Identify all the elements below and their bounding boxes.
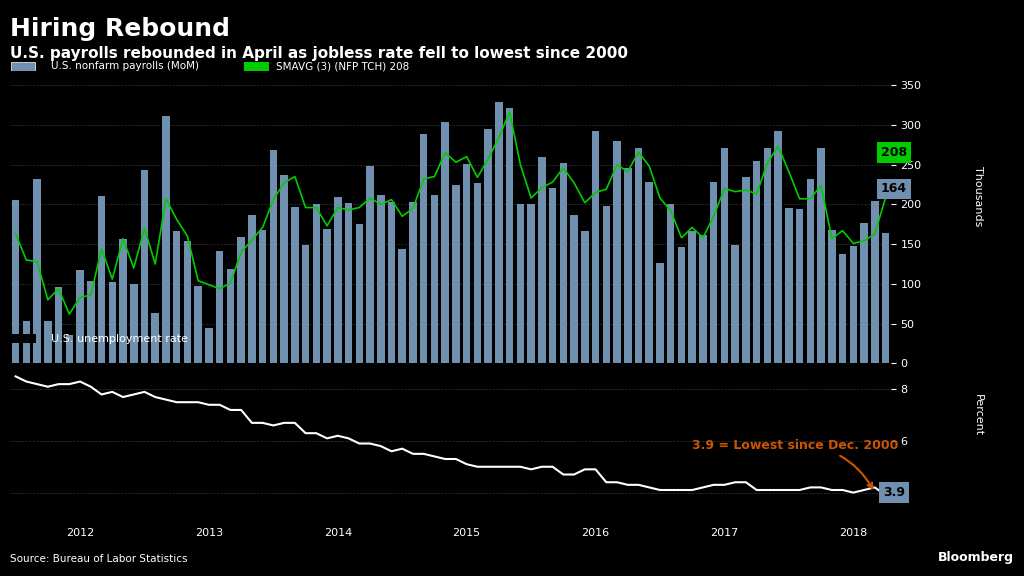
Text: Percent: Percent bbox=[973, 393, 983, 436]
Bar bbox=[109, 282, 116, 363]
Bar bbox=[635, 148, 642, 363]
Bar bbox=[613, 141, 621, 363]
Bar bbox=[549, 188, 556, 363]
Text: U.S. nonfarm payrolls (MoM): U.S. nonfarm payrolls (MoM) bbox=[51, 61, 200, 71]
FancyBboxPatch shape bbox=[5, 333, 41, 344]
Bar bbox=[764, 148, 771, 363]
Bar bbox=[281, 175, 288, 363]
Bar bbox=[162, 116, 170, 363]
Bar bbox=[538, 157, 546, 363]
Bar bbox=[87, 281, 94, 363]
Bar bbox=[238, 237, 245, 363]
Bar bbox=[183, 241, 191, 363]
Bar bbox=[398, 249, 406, 363]
Bar bbox=[410, 202, 417, 363]
Bar bbox=[12, 200, 19, 363]
Text: U.S. payrolls rebounded in April as jobless rate fell to lowest since 2000: U.S. payrolls rebounded in April as jobl… bbox=[10, 46, 629, 61]
Text: SMAVG (3) (NFP TCH) 208: SMAVG (3) (NFP TCH) 208 bbox=[276, 61, 410, 71]
Bar bbox=[388, 202, 395, 363]
Bar bbox=[860, 223, 867, 363]
Bar bbox=[807, 179, 814, 363]
Bar bbox=[34, 179, 41, 363]
Bar bbox=[463, 164, 470, 363]
Bar bbox=[839, 253, 846, 363]
Bar bbox=[710, 182, 718, 363]
Bar bbox=[248, 215, 256, 363]
Bar bbox=[431, 195, 438, 363]
Bar bbox=[559, 163, 567, 363]
Bar bbox=[130, 284, 137, 363]
Bar bbox=[77, 270, 84, 363]
Bar bbox=[140, 170, 148, 363]
Bar bbox=[216, 251, 223, 363]
Bar bbox=[334, 197, 342, 363]
Bar bbox=[570, 215, 578, 363]
Bar bbox=[377, 195, 385, 363]
Bar bbox=[828, 230, 836, 363]
Bar bbox=[602, 206, 610, 363]
Bar bbox=[721, 148, 728, 363]
Bar bbox=[871, 201, 879, 363]
Bar bbox=[119, 238, 127, 363]
Bar bbox=[506, 108, 513, 363]
Bar bbox=[774, 131, 782, 363]
Bar bbox=[742, 176, 750, 363]
Bar bbox=[259, 230, 266, 363]
Bar bbox=[667, 203, 675, 363]
Bar bbox=[645, 182, 653, 363]
Text: 3.9: 3.9 bbox=[883, 486, 905, 499]
Bar bbox=[453, 185, 460, 363]
Bar bbox=[173, 232, 180, 363]
Bar bbox=[269, 150, 278, 363]
Bar bbox=[850, 246, 857, 363]
Bar bbox=[688, 232, 696, 363]
Bar bbox=[226, 269, 234, 363]
Bar bbox=[817, 148, 825, 363]
Text: Thousands: Thousands bbox=[973, 166, 983, 226]
Bar bbox=[474, 183, 481, 363]
Bar bbox=[592, 131, 599, 363]
Bar bbox=[66, 335, 73, 363]
Bar bbox=[55, 287, 62, 363]
Bar bbox=[355, 224, 364, 363]
Text: 164: 164 bbox=[881, 183, 907, 195]
Bar bbox=[195, 286, 202, 363]
Bar bbox=[44, 320, 51, 363]
Bar bbox=[731, 245, 739, 363]
Bar bbox=[302, 245, 309, 363]
Bar bbox=[624, 168, 632, 363]
Bar bbox=[753, 161, 761, 363]
Bar bbox=[312, 203, 321, 363]
Bar bbox=[484, 129, 492, 363]
Bar bbox=[527, 203, 535, 363]
Text: 3.9 = Lowest since Dec. 2000: 3.9 = Lowest since Dec. 2000 bbox=[692, 439, 899, 488]
Bar bbox=[152, 313, 159, 363]
Bar bbox=[291, 207, 299, 363]
Bar bbox=[678, 247, 685, 363]
Bar bbox=[23, 321, 30, 363]
Bar bbox=[345, 203, 352, 363]
Bar bbox=[367, 166, 374, 363]
Text: Source: Bureau of Labor Statistics: Source: Bureau of Labor Statistics bbox=[10, 555, 187, 564]
Bar bbox=[656, 263, 664, 363]
FancyBboxPatch shape bbox=[239, 60, 274, 72]
Bar bbox=[420, 134, 427, 363]
Bar bbox=[516, 203, 524, 363]
Bar bbox=[97, 196, 105, 363]
Bar bbox=[205, 328, 213, 363]
Text: 208: 208 bbox=[881, 146, 907, 159]
Bar bbox=[796, 209, 804, 363]
Bar bbox=[581, 232, 589, 363]
Bar bbox=[324, 229, 331, 363]
Text: Bloomberg: Bloomberg bbox=[938, 551, 1014, 564]
Bar bbox=[785, 207, 793, 363]
Bar bbox=[441, 122, 449, 363]
Bar bbox=[496, 102, 503, 363]
Text: U.S. unemployment rate: U.S. unemployment rate bbox=[51, 334, 188, 344]
Bar bbox=[699, 234, 707, 363]
Bar bbox=[882, 233, 889, 363]
Text: Hiring Rebound: Hiring Rebound bbox=[10, 17, 230, 41]
